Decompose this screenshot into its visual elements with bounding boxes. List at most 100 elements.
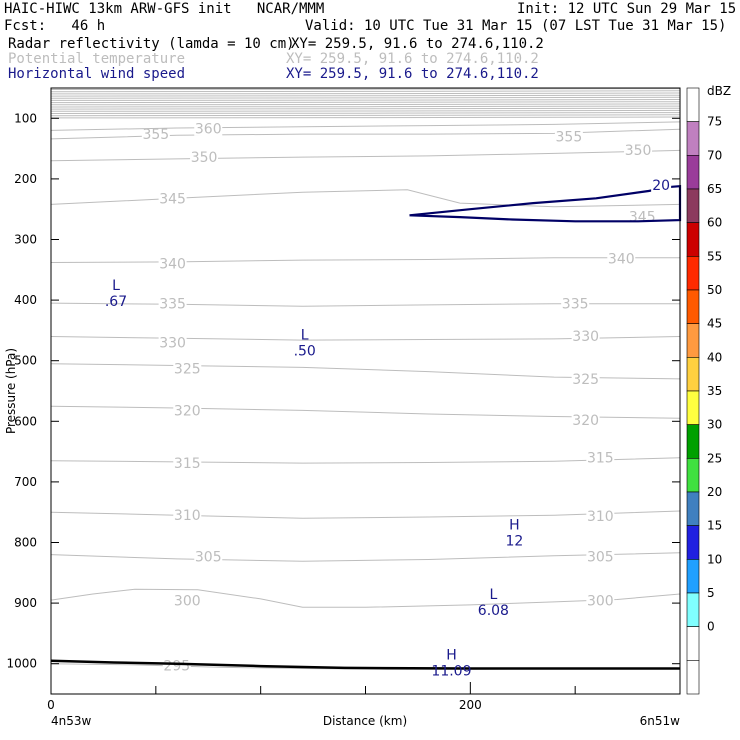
theta-label-bg xyxy=(158,295,187,311)
theta-label-bg xyxy=(624,141,653,157)
colorbar-label: 60 xyxy=(707,216,722,230)
terrain-surface xyxy=(50,659,680,670)
field-theta-xy: XY= 259.5, 91.6 to 274.6,110.2 xyxy=(286,51,539,67)
colorbar-units: dBZ xyxy=(707,84,731,98)
theta-label-bg xyxy=(586,592,615,608)
colorbar-swatch xyxy=(686,491,700,526)
x-tick-label: 200 xyxy=(459,698,482,712)
header-valid-time: Valid: 10 UTC Tue 31 Mar 15 (07 LST Tue … xyxy=(305,18,727,34)
theta-label-300: 300 xyxy=(587,594,614,610)
colorbar-label: 20 xyxy=(707,485,722,499)
colorbar-label: 50 xyxy=(707,283,722,297)
theta-label-bg xyxy=(158,255,187,271)
wind-label-bg xyxy=(651,176,672,192)
colorbar-swatch xyxy=(686,323,700,358)
theta-label-335: 335 xyxy=(159,297,186,313)
theta-label-bg xyxy=(141,126,170,142)
upper-theta-line xyxy=(50,94,681,97)
upper-level-contour-bundle xyxy=(50,88,681,119)
theta-label-310: 310 xyxy=(174,508,201,524)
theta-label-315: 315 xyxy=(174,456,201,472)
theta-label-355: 355 xyxy=(556,129,583,145)
y-tick-label: 300 xyxy=(14,233,37,247)
upper-theta-line xyxy=(50,114,681,117)
upper-theta-line xyxy=(50,96,681,99)
colorbar-label: 65 xyxy=(707,182,722,196)
theta-label-340: 340 xyxy=(159,257,186,273)
upper-theta-line xyxy=(50,103,681,106)
field-wind-xy: XY= 259.5, 91.6 to 274.6,110.2 xyxy=(286,66,539,82)
upper-theta-line xyxy=(50,105,681,108)
y-tick-label: 800 xyxy=(14,536,37,550)
colorbar-swatch xyxy=(686,626,700,661)
field-reflectivity-name: Radar reflectivity (lamda = 10 cm) xyxy=(8,36,295,52)
theta-contour-350 xyxy=(50,149,681,162)
extremum-value: 6.08 xyxy=(478,603,509,619)
theta-label-350: 350 xyxy=(191,150,218,166)
theta-label-bg xyxy=(554,128,583,144)
colorbar-swatch xyxy=(686,357,700,392)
extremum-type: L xyxy=(112,278,120,294)
colorbar-swatch xyxy=(686,256,700,291)
colorbar-swatch xyxy=(686,188,700,223)
upper-theta-line xyxy=(50,116,681,119)
extremum-value: .50 xyxy=(294,344,316,360)
colorbar-label: 5 xyxy=(707,586,715,600)
theta-label-bg xyxy=(571,412,600,428)
theta-label-295: 295 xyxy=(163,659,190,675)
colorbar-swatch xyxy=(686,289,700,324)
colorbar-swatch xyxy=(686,458,700,493)
colorbar-swatch xyxy=(686,121,700,156)
colorbar-swatch xyxy=(686,424,700,459)
theta-label-355: 355 xyxy=(142,127,169,143)
theta-label-325: 325 xyxy=(174,362,201,378)
theta-contour-305 xyxy=(50,552,681,562)
x-tick-label: 0 xyxy=(47,698,55,712)
theta-label-330: 330 xyxy=(159,336,186,352)
theta-label-bg xyxy=(571,327,600,343)
theta-label-310: 310 xyxy=(587,509,614,525)
x-endpoint-left: 4n53w xyxy=(51,714,92,728)
wind-label-20: 20 xyxy=(652,178,670,194)
colorbar-swatch xyxy=(686,87,700,122)
extremum-type: L xyxy=(301,328,309,344)
extremum-value: 12 xyxy=(505,533,523,549)
colorbar-label: 75 xyxy=(707,115,722,129)
colorbar-label: 55 xyxy=(707,249,722,263)
theta-label-bg xyxy=(173,592,202,608)
extremum-value: .67 xyxy=(105,294,127,310)
theta-label-350: 350 xyxy=(625,143,652,159)
theta-label-335: 335 xyxy=(562,297,589,313)
theta-label-bg xyxy=(158,334,187,350)
upper-theta-line xyxy=(50,107,681,110)
upper-theta-line xyxy=(50,112,681,114)
theta-label-305: 305 xyxy=(587,549,614,565)
extremum-type: H xyxy=(446,648,457,664)
upper-theta-line xyxy=(50,101,681,104)
theta-label-bg xyxy=(158,190,187,206)
field-wind-name: Horizontal wind speed xyxy=(8,66,186,82)
theta-label-bg xyxy=(194,120,223,136)
upper-theta-line xyxy=(50,99,681,101)
theta-label-bg xyxy=(561,295,590,311)
theta-contour-300 xyxy=(50,588,681,608)
theta-label-bg xyxy=(628,208,657,224)
theta-label-bg xyxy=(173,402,202,418)
field-reflectivity-xy: XY= 259.5, 91.6 to 274.6,110.2 xyxy=(291,36,544,52)
colorbar-swatch xyxy=(686,222,700,257)
y-tick-label: 500 xyxy=(14,354,37,368)
theta-label-300: 300 xyxy=(174,594,201,610)
theta-label-320: 320 xyxy=(572,413,599,429)
theta-contour-340 xyxy=(50,257,680,263)
header-line1-left: HAIC-HIWC 13km ARW-GFS init NCAR/MMM xyxy=(4,1,325,17)
colorbar-swatch xyxy=(686,525,700,560)
theta-label-345: 345 xyxy=(629,209,656,225)
extremum-type: H xyxy=(509,517,520,533)
theta-contour-310 xyxy=(50,510,681,519)
colorbar-label: 45 xyxy=(707,317,722,331)
colorbar-label: 10 xyxy=(707,552,722,566)
y-tick-label: 1000 xyxy=(6,657,37,671)
y-tick-label: 100 xyxy=(14,111,37,125)
theta-label-bg xyxy=(586,449,615,465)
